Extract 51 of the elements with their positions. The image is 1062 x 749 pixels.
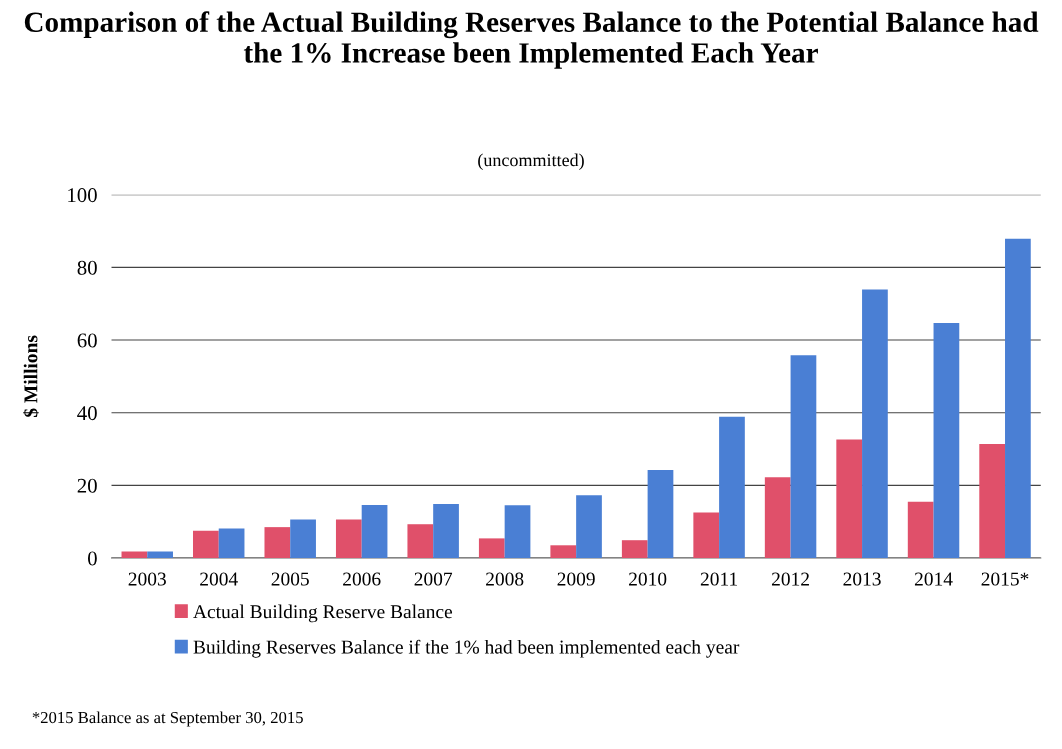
bar bbox=[264, 527, 291, 558]
bar bbox=[290, 519, 316, 558]
text: *2015 Balance as at September 30, 2015 bbox=[32, 711, 303, 727]
x-tick-label: 2008 bbox=[486, 572, 524, 586]
bar bbox=[433, 503, 459, 558]
x-tick-label: 2003 bbox=[128, 572, 166, 586]
bar bbox=[550, 545, 577, 558]
bar bbox=[576, 495, 602, 558]
y-axis-title: $ Millions bbox=[23, 335, 39, 417]
x-tick-label: 2004 bbox=[200, 572, 238, 586]
y-tick-label: 40 bbox=[77, 406, 97, 421]
bar bbox=[121, 551, 148, 558]
bar bbox=[147, 551, 173, 558]
chart-title: Comparison of the Actual Building Reserves Balance to the Potential Balance had the 1% Increase been Implemented Each Year bbox=[24, 11, 1039, 69]
x-tick-label: 2006 bbox=[343, 572, 381, 586]
bar bbox=[361, 504, 388, 558]
x-tick-label: 2007 bbox=[414, 572, 453, 586]
bar bbox=[933, 322, 960, 558]
bar bbox=[862, 289, 888, 558]
y-tick-label: 0 bbox=[88, 551, 97, 566]
bar bbox=[719, 416, 745, 558]
x-tick-label: 2011 bbox=[700, 572, 738, 586]
y-tick-label: 100 bbox=[68, 188, 97, 203]
x-tick-label: 2015* bbox=[981, 572, 1029, 586]
x-tick-label: 2013 bbox=[843, 572, 881, 586]
x-tick-label: 2009 bbox=[557, 572, 595, 586]
bar bbox=[907, 501, 934, 558]
x-tick-label: 2005 bbox=[271, 572, 309, 586]
chart-subtitle: (uncommitted) bbox=[478, 153, 584, 170]
legend-label: Building Reserves Balance if the 1% had been implemented each year bbox=[193, 639, 740, 658]
x-tick-label: 2012 bbox=[771, 572, 809, 586]
bar bbox=[647, 470, 674, 558]
bar bbox=[979, 443, 1006, 558]
bar bbox=[790, 355, 817, 558]
bar bbox=[335, 519, 362, 558]
bar bbox=[764, 477, 791, 558]
legend-label: Actual Building Reserve Balance bbox=[193, 604, 453, 623]
bar bbox=[478, 538, 505, 558]
bar bbox=[836, 439, 863, 558]
bar bbox=[621, 540, 648, 558]
bar bbox=[193, 530, 219, 558]
y-tick-label: 60 bbox=[77, 333, 97, 348]
bar bbox=[407, 524, 434, 558]
x-tick-label: 2010 bbox=[629, 572, 667, 586]
bar bbox=[1005, 238, 1031, 558]
y-tick-label: 20 bbox=[77, 478, 97, 493]
y-tick-label: 80 bbox=[77, 260, 97, 275]
bar bbox=[504, 505, 531, 558]
bar bbox=[693, 512, 720, 558]
bar bbox=[218, 528, 245, 558]
x-tick-label: 2014 bbox=[914, 572, 953, 586]
